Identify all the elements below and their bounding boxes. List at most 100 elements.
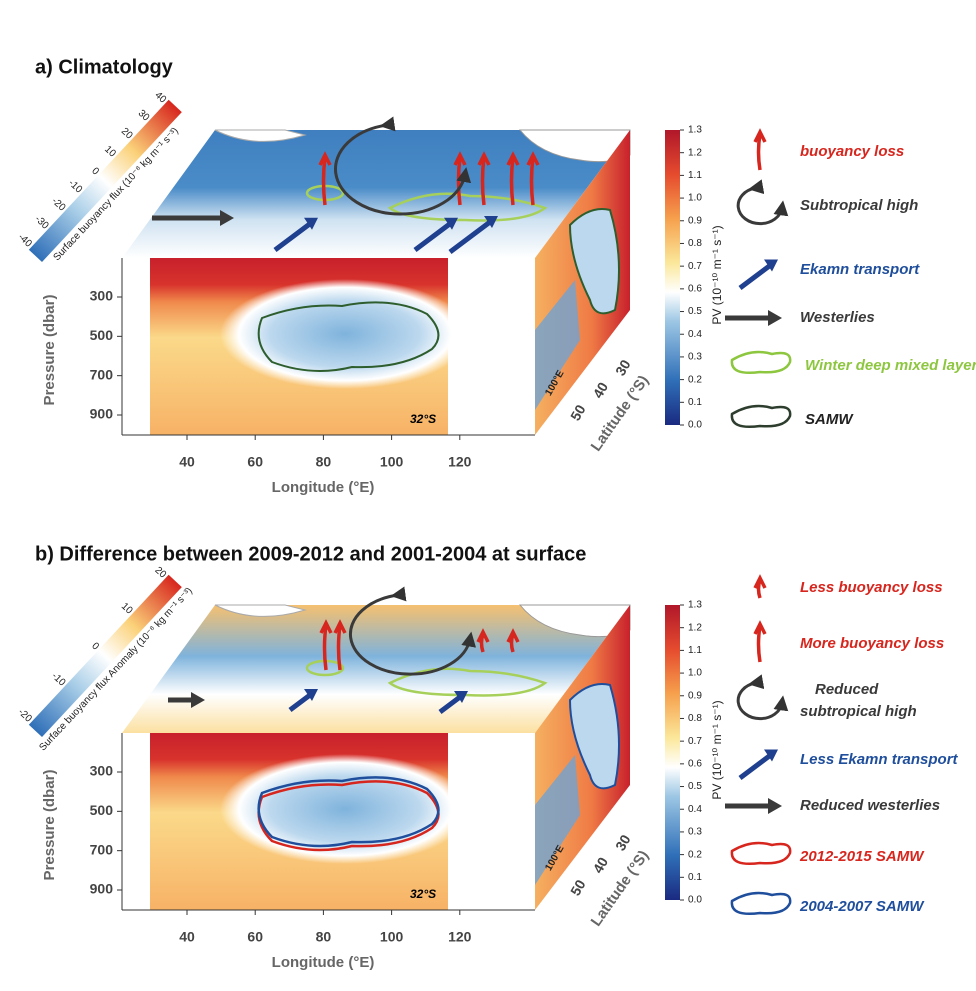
samw-contour [257, 301, 440, 372]
y-tick-label: 500 [90, 802, 114, 818]
pv-tick-label: 0.4 [688, 804, 702, 815]
legend-label: Ekamn transport [800, 261, 920, 278]
legend-item: buoyancy loss [753, 128, 904, 171]
legend-item: Reduced westerlies [725, 797, 940, 814]
x-tick-label: 100 [380, 454, 404, 470]
pv-tick-label: 0.6 [688, 283, 702, 294]
legend-label: Less Ekamn transport [800, 751, 959, 768]
pv-tick-label: 0.0 [688, 420, 702, 431]
section-label: 32°S [410, 887, 436, 901]
y-tick-label: 900 [90, 881, 114, 897]
x-tick-label: 60 [247, 454, 263, 470]
pv-tick-label: 0.9 [688, 215, 702, 226]
x-axis-label: Longitude (°E) [272, 479, 375, 496]
pv-tick-label: 1.2 [688, 622, 702, 633]
side-blue [535, 280, 580, 410]
y-axis-label: Pressure (dbar) [41, 770, 58, 881]
coast [214, 129, 307, 142]
pv-tick-label: 0.3 [688, 827, 702, 838]
legend-label: Winter deep mixed layer [805, 357, 976, 374]
legend-item: Reduced subtropical high [736, 674, 917, 721]
panel-title: b) Difference between 2009-2012 and 2001… [35, 543, 586, 565]
blue-arrow-head [454, 691, 468, 703]
samw-contour [257, 776, 440, 848]
pv-tick-label: 0.6 [688, 758, 702, 769]
pv-tick-label: 1.1 [688, 170, 702, 181]
pv-colorbar [665, 130, 680, 425]
legend-label: subtropical high [800, 703, 917, 720]
black-arrow-head [191, 692, 205, 708]
x-tick-label: 60 [247, 929, 263, 945]
pv-tick-label: 0.2 [688, 849, 702, 860]
schematic [168, 586, 520, 714]
loop-arrow [334, 116, 472, 216]
y-tick-label: 900 [90, 406, 114, 422]
red-arrow [526, 151, 540, 206]
blue-arrow-head [304, 217, 318, 230]
pv-tick-label: 0.5 [688, 306, 702, 317]
loop-arrow [736, 179, 789, 226]
lat-tick-label: 50 [567, 877, 589, 899]
pv-tick-label: 1.3 [688, 125, 702, 136]
legend-contour [730, 350, 792, 374]
red-arrow [333, 619, 347, 671]
legend-label: More buoyancy loss [800, 635, 944, 652]
black-arrow-head [768, 310, 782, 326]
y-tick-label: 300 [90, 763, 114, 779]
legend-item: More buoyancy loss [753, 620, 944, 663]
lat-tick-label: 40 [589, 379, 611, 401]
y-tick-label: 500 [90, 327, 114, 343]
flux-colorbar-fill [28, 574, 182, 737]
y-tick-label: 300 [90, 288, 114, 304]
surface-map [122, 605, 630, 733]
side-blue [535, 755, 580, 885]
pv-tick-label: 0.8 [688, 238, 702, 249]
legend-label: 2004-2007 SAMW [799, 898, 925, 915]
panel-title: a) Climatology [35, 56, 174, 78]
blue-arrow-head [304, 689, 318, 701]
pv-tick-label: 0.1 [688, 872, 702, 883]
x-tick-label: 100 [380, 929, 404, 945]
section-blob [220, 279, 470, 389]
blue-arrow [288, 693, 312, 712]
flux-colorbar-fill [28, 99, 182, 262]
pv-label: PV (10⁻¹⁰ m⁻¹ s⁻¹) [710, 700, 724, 799]
loop-arrow [348, 586, 476, 676]
legend-label: buoyancy loss [800, 143, 904, 160]
pv-tick-label: 0.9 [688, 690, 702, 701]
red-arrow [476, 628, 490, 653]
red-arrow [319, 619, 333, 671]
pv-tick-label: 0.3 [688, 352, 702, 363]
legend-contour [730, 891, 792, 915]
x-tick-label: 120 [448, 929, 472, 945]
samw-contour [257, 780, 440, 852]
x-tick-label: 120 [448, 454, 472, 470]
flux-tick-label: 0 [89, 166, 101, 178]
x-axis-label: Longitude (°E) [272, 954, 375, 971]
legend-item: Less Ekamn transport [738, 749, 959, 780]
surface-map [122, 130, 630, 258]
lat-tick-label: 40 [589, 854, 611, 876]
pv-tick-label: 1.1 [688, 645, 702, 656]
pv-tick-label: 0.0 [688, 895, 702, 906]
pv-label: PV (10⁻¹⁰ m⁻¹ s⁻¹) [710, 225, 724, 324]
blue-arrow [438, 695, 462, 714]
x-tick-label: 80 [316, 454, 332, 470]
x-tick-label: 80 [316, 929, 332, 945]
red-arrow [753, 620, 767, 663]
legend-item: Ekamn transport [738, 259, 920, 290]
pv-tick-label: 1.2 [688, 147, 702, 158]
side-samw [568, 208, 620, 315]
legend-label: Westerlies [800, 309, 875, 326]
blue-arrow-head [444, 217, 458, 230]
blue-arrow [738, 263, 772, 290]
pv-tick-label: 1.0 [688, 193, 702, 204]
legend-item: Westerlies [725, 309, 875, 326]
lat-tick-label: 30 [612, 357, 634, 379]
schematic [152, 116, 540, 254]
legend-label: Reduced [815, 681, 879, 698]
legend-item: Less buoyancy loss [753, 574, 943, 599]
blue-arrow-head [764, 259, 778, 272]
red-arrow [477, 151, 491, 206]
